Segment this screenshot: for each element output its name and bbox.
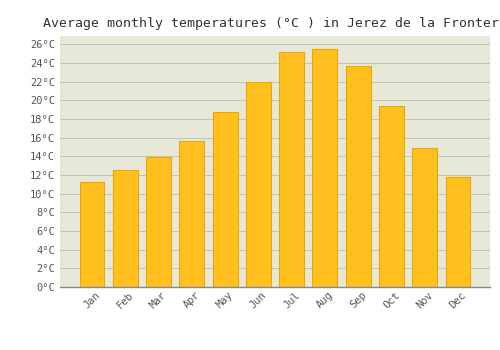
Bar <box>279 52 304 287</box>
Bar <box>212 112 238 287</box>
Bar <box>312 49 338 287</box>
Bar <box>412 148 437 287</box>
Bar <box>246 82 271 287</box>
Bar <box>379 106 404 287</box>
Bar <box>180 141 204 287</box>
Bar <box>346 66 370 287</box>
Bar <box>80 182 104 287</box>
Title: Average monthly temperatures (°C ) in Jerez de la Frontera: Average monthly temperatures (°C ) in Je… <box>43 17 500 30</box>
Bar <box>446 177 470 287</box>
Bar <box>146 157 171 287</box>
Bar <box>113 170 138 287</box>
